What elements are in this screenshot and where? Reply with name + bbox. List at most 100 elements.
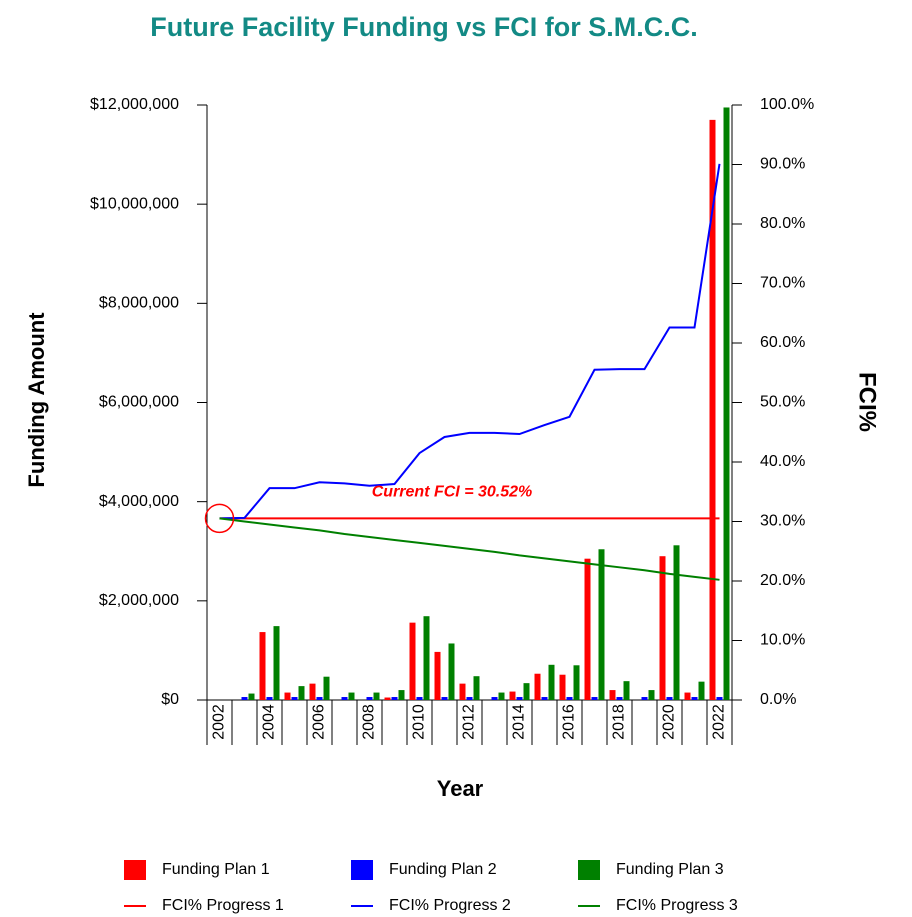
y2-tick-label: 90.0% [760, 156, 805, 173]
y2-tick-label: 30.0% [760, 513, 805, 530]
y2-axis-title: FCI% [854, 372, 881, 432]
y2-tick-label: 60.0% [760, 334, 805, 351]
bar [666, 697, 673, 700]
bar [323, 676, 330, 700]
bar [448, 643, 455, 700]
legend-label: Funding Plan 1 [162, 861, 270, 878]
y-tick-label: $2,000,000 [99, 592, 179, 609]
bar [534, 673, 541, 700]
y-tick-label: $4,000,000 [99, 493, 179, 510]
bar [609, 690, 616, 700]
bar [434, 651, 441, 700]
bar [498, 692, 505, 700]
y-axis-title: Funding Amount [24, 312, 49, 488]
annotation: Current FCI = 30.52% [372, 484, 533, 501]
bar [591, 697, 598, 700]
bar [523, 683, 530, 700]
bar [291, 697, 298, 700]
bar [441, 697, 448, 700]
bar [691, 697, 698, 700]
bar [716, 697, 723, 700]
y2-tick-label: 0.0% [760, 691, 796, 708]
bar [559, 674, 566, 700]
x-tick-label: 2018 [611, 704, 628, 740]
bar [684, 692, 691, 700]
legend-swatch [124, 860, 146, 880]
x-tick-label: 2014 [511, 704, 528, 740]
current-fci-marker [204, 503, 235, 534]
y-tick-label: $8,000,000 [99, 295, 179, 312]
legend-swatch [578, 860, 600, 880]
bar [566, 697, 573, 700]
y-tick-label: $12,000,000 [90, 96, 179, 113]
bar [573, 665, 580, 700]
bar [266, 697, 273, 700]
legend-label: FCI% Progress 2 [389, 897, 511, 914]
bar [341, 697, 348, 700]
x-axis-title: Year [437, 776, 484, 801]
bar [723, 107, 730, 700]
y2-tick-label: 70.0% [760, 275, 805, 292]
y2-tick-label: 20.0% [760, 572, 805, 589]
x-tick-label: 2008 [361, 704, 378, 740]
bar [248, 693, 255, 700]
bar [516, 697, 523, 700]
legend-swatch [351, 860, 373, 880]
bar [391, 697, 398, 700]
bar [473, 676, 480, 700]
bar [284, 692, 291, 700]
chart-title: Future Facility Funding vs FCI for S.M.C… [150, 12, 698, 42]
bar [398, 690, 405, 700]
x-tick-label: 2020 [661, 704, 678, 740]
bar [641, 697, 648, 700]
bar [616, 697, 623, 700]
legend-label: FCI% Progress 1 [162, 897, 284, 914]
x-tick-label: 2022 [711, 704, 728, 740]
bar [491, 697, 498, 700]
bar [366, 697, 373, 700]
x-tick-label: 2004 [261, 704, 278, 740]
bar [259, 632, 266, 700]
bar [273, 626, 280, 700]
bar [548, 664, 555, 700]
bar [673, 545, 680, 700]
x-tick-label: 2002 [211, 704, 228, 740]
y-tick-label: $0 [161, 691, 179, 708]
bar [416, 697, 423, 700]
bar [541, 697, 548, 700]
bar [373, 692, 380, 700]
y2-tick-label: 80.0% [760, 215, 805, 232]
x-tick-label: 2006 [311, 704, 328, 740]
bar [648, 690, 655, 700]
bar [509, 691, 516, 700]
y2-tick-label: 50.0% [760, 394, 805, 411]
bar [698, 681, 705, 700]
legend-label: FCI% Progress 3 [616, 897, 738, 914]
bar [423, 616, 430, 700]
x-tick-label: 2016 [561, 704, 578, 740]
line [219, 163, 721, 520]
bar [241, 697, 248, 700]
y2-tick-label: 10.0% [760, 632, 805, 649]
bar [659, 556, 666, 700]
bar [309, 683, 316, 700]
bar [623, 681, 630, 700]
x-tick-label: 2010 [411, 704, 428, 740]
line [219, 517, 720, 581]
y2-tick-label: 40.0% [760, 453, 805, 470]
bar [584, 558, 591, 700]
bar [298, 686, 305, 700]
legend-label: Funding Plan 2 [389, 861, 497, 878]
y-tick-label: $10,000,000 [90, 195, 179, 212]
bar [316, 697, 323, 700]
bar [384, 697, 391, 700]
bar [409, 622, 416, 700]
y2-tick-label: 100.0% [760, 96, 814, 113]
bar [348, 692, 355, 700]
bar [598, 549, 605, 700]
bar [459, 683, 466, 700]
x-tick-label: 2012 [461, 704, 478, 740]
legend-label: Funding Plan 3 [616, 861, 724, 878]
y-tick-label: $6,000,000 [99, 394, 179, 411]
